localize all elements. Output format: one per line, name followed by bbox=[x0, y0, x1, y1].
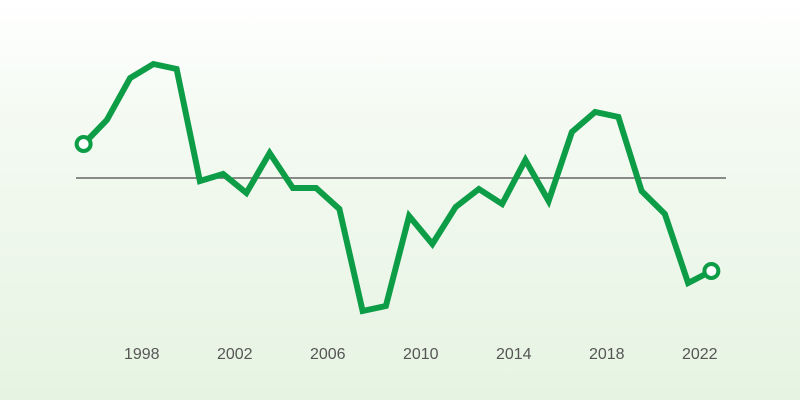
x-tick-label: 2002 bbox=[217, 346, 253, 363]
end-marker bbox=[74, 135, 93, 153]
x-tick-label: 2010 bbox=[403, 346, 439, 363]
x-tick-label: 2006 bbox=[310, 346, 346, 363]
x-tick-label: 2022 bbox=[682, 346, 718, 363]
data-line bbox=[81, 60, 713, 315]
x-tick-label: 2018 bbox=[589, 346, 625, 363]
x-tick-label: 1998 bbox=[124, 346, 160, 363]
end-marker bbox=[702, 262, 721, 280]
x-tick-label: 2014 bbox=[496, 346, 532, 363]
